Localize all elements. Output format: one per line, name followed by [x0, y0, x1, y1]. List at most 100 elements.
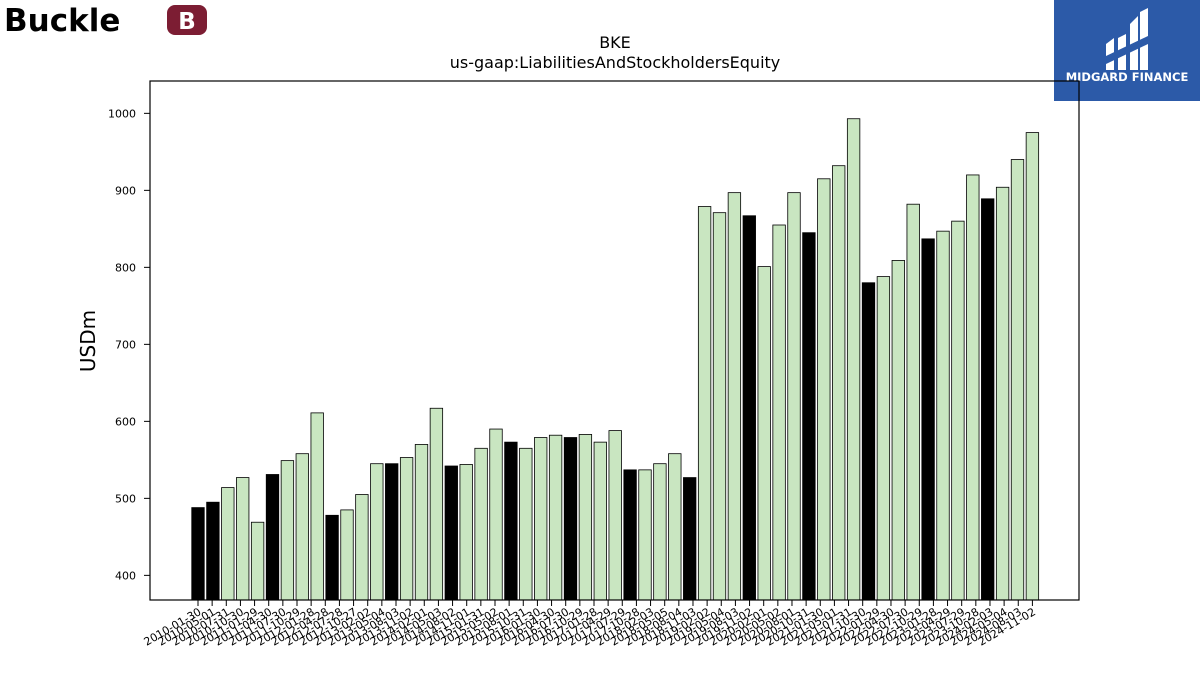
x-tick-label: 2014-08-02	[396, 605, 458, 648]
x-tick-label: 2012-10-27	[297, 605, 359, 648]
bar	[876, 276, 891, 601]
x-tick-label: 2021-01-30	[764, 605, 826, 648]
bar	[295, 453, 309, 601]
bar	[593, 441, 607, 601]
bar	[891, 260, 905, 601]
x-tick-label: 2017-01-28	[538, 605, 600, 648]
bar	[1025, 132, 1040, 601]
bar	[504, 441, 518, 601]
x-tick-label: 2012-01-28	[255, 605, 317, 648]
x-tick-label: 2010-07-31	[170, 605, 232, 648]
y-tick-label: 500	[115, 492, 136, 505]
x-tick-label: 2010-05-01	[156, 605, 218, 648]
x-tick-label: 2022-01-29	[820, 605, 882, 648]
bar	[370, 463, 384, 601]
x-tick-label: 2020-02-01	[707, 605, 769, 648]
bar	[340, 509, 354, 601]
x-tick-label: 2011-01-29	[198, 605, 260, 648]
x-tick-label: 2024-11-02	[976, 605, 1038, 648]
bar	[265, 474, 280, 601]
bar	[280, 460, 295, 601]
x-tick-label: 2022-07-30	[849, 605, 911, 648]
x-tick-label: 2016-01-30	[481, 605, 543, 648]
bar	[429, 407, 444, 601]
x-tick-label: 2022-10-29	[863, 605, 925, 648]
x-tick-label: 2014-11-01	[410, 605, 472, 648]
x-tick-label: 2013-11-02	[354, 605, 416, 648]
chart-title: BKE	[599, 33, 631, 52]
x-tick-label: 2013-05-04	[325, 605, 387, 648]
bar	[191, 507, 205, 601]
x-tick-label: 2023-10-28	[919, 605, 981, 648]
bar	[474, 447, 488, 601]
bar	[966, 174, 980, 601]
bar	[683, 477, 697, 601]
x-tick-label: 2016-07-30	[509, 605, 571, 648]
x-tick-label: 2020-10-31	[750, 605, 812, 648]
bar	[653, 463, 667, 601]
x-tick-label: 2023-04-29	[891, 605, 953, 648]
bar	[787, 192, 801, 601]
bar	[802, 232, 816, 601]
x-tick-label: 2017-04-29	[552, 605, 614, 648]
x-tick-label: 2010-01-30	[142, 605, 204, 648]
bar	[534, 437, 548, 601]
x-tick-label: 2016-10-29	[523, 605, 585, 648]
x-tick-label: 2019-08-03	[679, 605, 741, 648]
x-tick-label: 2024-08-03	[962, 605, 1024, 648]
x-tick-label: 2012-04-28	[269, 605, 331, 648]
buckle-badge-icon	[167, 5, 207, 35]
y-tick-label: 600	[115, 415, 136, 428]
midgard-finance-text: MIDGARD FINANCE	[1066, 70, 1189, 84]
bar	[355, 494, 369, 601]
x-tick-label: 2014-02-01	[368, 605, 430, 648]
bar	[608, 430, 622, 601]
x-tick-label: 2011-10-29	[241, 605, 303, 648]
x-tick-label: 2011-07-30	[226, 605, 288, 648]
bar	[206, 501, 220, 601]
y-tick-label: 400	[115, 569, 136, 582]
x-tick-label: 2015-08-01	[453, 605, 515, 648]
bar	[712, 212, 727, 601]
bar	[578, 434, 593, 601]
y-tick-label: 900	[115, 184, 136, 197]
bar	[623, 469, 637, 601]
bar	[936, 230, 950, 601]
x-tick-label: 2018-11-03	[637, 605, 699, 648]
x-tick-label: 2018-02-03	[594, 605, 656, 648]
y-axis-label: USDm	[76, 310, 100, 372]
x-tick-label: 2017-10-28	[580, 605, 642, 648]
x-tick-label: 2024-02-03	[934, 605, 996, 648]
chart-subtitle: us-gaap:LiabilitiesAndStockholdersEquity	[450, 53, 781, 72]
x-tick-label: 2021-07-31	[792, 605, 854, 648]
bar	[668, 453, 682, 601]
x-tick-label: 2020-08-01	[736, 605, 798, 648]
bar	[444, 465, 458, 601]
buckle-logo: Buckle B	[4, 4, 207, 38]
bar	[846, 118, 861, 601]
midgard-finance-watermark: MIDGARD FINANCE	[1054, 0, 1200, 101]
bar	[817, 178, 831, 601]
bar	[981, 198, 995, 601]
bar	[638, 469, 652, 601]
bar	[236, 477, 250, 601]
bar-group	[191, 118, 1040, 601]
x-tick-label: 2015-10-31	[467, 605, 529, 648]
x-tick-label: 2019-11-02	[693, 605, 755, 648]
bar	[325, 514, 339, 601]
bar	[995, 186, 1010, 601]
bar	[861, 282, 876, 601]
buckle-badge-letter: B	[178, 9, 196, 35]
x-tick-label: 2013-02-02	[311, 605, 373, 648]
bar	[772, 224, 786, 601]
bar	[951, 220, 965, 601]
bar	[459, 464, 473, 601]
bar	[921, 238, 935, 601]
bar	[727, 192, 742, 601]
bar	[742, 215, 756, 601]
bar	[832, 165, 846, 601]
x-tick-label: 2010-10-30	[184, 605, 246, 648]
bar	[563, 437, 578, 601]
bar	[1010, 159, 1025, 601]
